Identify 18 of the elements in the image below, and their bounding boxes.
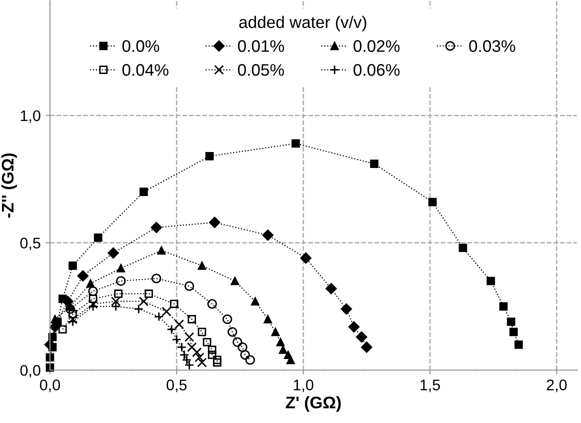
x-tick-label: 1,5 (420, 380, 440, 392)
legend-label: 0.0% (122, 40, 160, 52)
x-tick-label: 0,0 (40, 380, 60, 392)
y-tick-label: 0,5 (20, 238, 40, 250)
legend-label: 0.06% (354, 64, 400, 76)
x-tick-label: 2,0 (546, 380, 567, 392)
x-tick-label: 0,5 (166, 380, 187, 392)
legend-label: 0.03% (469, 40, 516, 52)
y-tick-label: 1,0 (20, 110, 40, 123)
legend-title: added water (v/v) (239, 16, 366, 32)
y-tick-label: 0,0 (20, 364, 40, 378)
x-tick-label: 1,0 (294, 380, 314, 392)
legend-label: 0.05% (238, 64, 284, 76)
legend-label: 0.02% (354, 40, 400, 52)
legend-label: 0.01% (238, 40, 284, 52)
legend-label: 0.04% (122, 64, 168, 76)
x-axis-title: Z' (GΩ) (286, 396, 341, 412)
y-axis-title: -Z'' (GΩ) (1, 153, 17, 218)
